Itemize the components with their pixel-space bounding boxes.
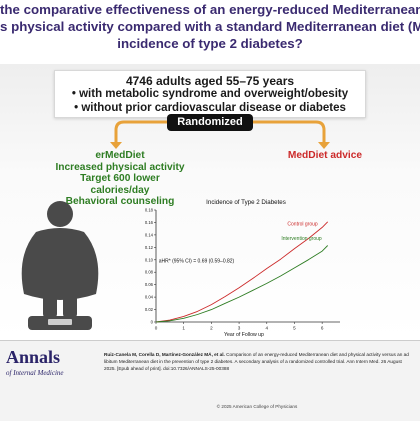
person-on-scale-icon — [21, 201, 99, 330]
y-tick-label: 0.18 — [145, 208, 154, 213]
chart-annotation: aHR* (95% CI) = 0.69 (0.59–0.82) — [159, 258, 235, 264]
intervention-title: erMedDiet — [95, 150, 145, 161]
control-arm: MedDiet advice — [287, 150, 363, 161]
y-tick-label: 0.02 — [145, 307, 154, 312]
citation-authors: Ruiz-Canela M, Corella D, Martínez-Gonzá… — [104, 352, 225, 357]
question-line-3: incidence of type 2 diabetes? — [117, 36, 303, 51]
y-tick-label: 0.04 — [145, 295, 154, 300]
y-tick-label: 0.12 — [145, 245, 154, 250]
x-tick-label: 1 — [182, 326, 185, 331]
x-tick-label: 0 — [155, 326, 158, 331]
x-tick-label: 2 — [210, 326, 213, 331]
x-tick-label: 4 — [265, 326, 268, 331]
y-tick-label: 0 — [151, 320, 154, 325]
copyright: © 2025 American College of Physicians — [216, 404, 298, 409]
intervention-line-1: Increased physical activity — [55, 161, 185, 173]
population-box: 4746 adults aged 55–75 years • with meta… — [54, 70, 366, 118]
y-tick-label: 0.08 — [145, 270, 154, 275]
chart-title: Incidence of Type 2 Diabetes — [206, 199, 286, 206]
series-label-intervention: Intervention group — [281, 236, 322, 242]
y-tick-label: 0.16 — [145, 220, 154, 225]
logo-main: Annals — [6, 347, 61, 367]
logo-sub: of Internal Medicine — [6, 369, 64, 377]
y-tick-label: 0.06 — [145, 282, 154, 287]
series-line-control — [155, 221, 329, 323]
x-tick-label: 5 — [293, 326, 296, 331]
incidence-chart: Incidence of Type 2 Diabetes 0 1 2 3 4 5 6 0 0.0… — [145, 199, 340, 338]
series-line-intervention — [155, 245, 329, 323]
question-line-2: s physical activity compared with a stan… — [0, 19, 420, 34]
arrow-left-line — [114, 120, 167, 143]
footer — [0, 340, 420, 421]
randomized-badge: Randomized — [167, 114, 253, 131]
x-tick-label: 3 — [238, 326, 241, 331]
citation: Ruiz-Canela M, Corella D, Martínez-Gonzá… — [104, 351, 410, 372]
journal-logo: Annals of Internal Medicine — [4, 347, 68, 391]
citation-text: Comparison of an energy-reduced Mediterr… — [104, 352, 409, 371]
series-label-control: Control group — [287, 222, 318, 228]
intervention-arm: erMedDiet Increased physical activity Ta… — [52, 150, 188, 208]
y-tick-label: 0.10 — [145, 257, 154, 262]
arrow-left-head — [110, 142, 122, 149]
chart-xlabel: Year of Follow up — [224, 332, 264, 338]
question-line-1: the comparative effectiveness of an ener… — [0, 2, 420, 17]
research-question: the comparative effectiveness of an ener… — [0, 0, 420, 64]
intervention-line-2: Target 600 lower calories/day — [80, 173, 160, 196]
arrow-right-line — [253, 120, 326, 143]
arrow-right-head — [318, 142, 330, 149]
population-bullet-1: • with metabolic syndrome and overweight… — [71, 88, 349, 100]
population-bullet-2: • without prior cardiovascular disease o… — [74, 102, 346, 114]
x-tick-label: 6 — [321, 326, 324, 331]
intervention-line-3: Behavioral counseling — [65, 196, 175, 207]
population-headline: 4746 adults aged 55–75 years — [125, 74, 295, 88]
y-tick-label: 0.14 — [145, 232, 154, 237]
